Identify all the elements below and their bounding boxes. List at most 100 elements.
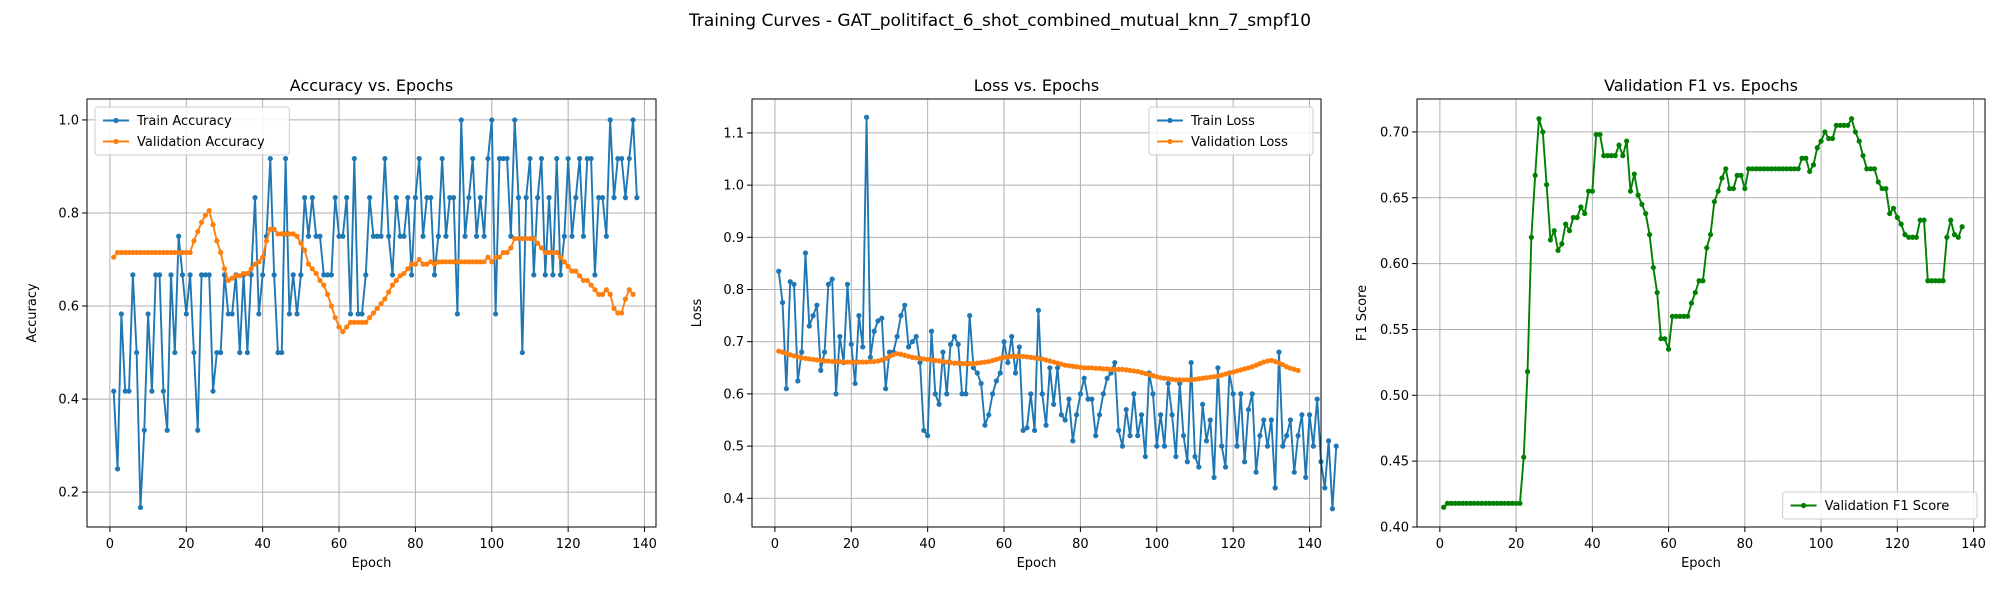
data-point xyxy=(1074,364,1080,370)
x-axis-label: Epoch xyxy=(1681,556,1721,571)
y-tick-label: 0.5 xyxy=(723,440,744,455)
data-point xyxy=(1005,354,1011,360)
data-point xyxy=(294,311,300,317)
x-tick-label: 60 xyxy=(1660,537,1677,552)
data-point xyxy=(1772,166,1778,172)
data-point xyxy=(1524,369,1531,375)
data-point xyxy=(1066,363,1072,369)
data-point xyxy=(1498,500,1504,506)
data-point xyxy=(1894,214,1900,221)
data-point xyxy=(1677,313,1683,319)
data-point xyxy=(1177,377,1183,383)
data-point xyxy=(393,277,399,284)
data-point xyxy=(1757,166,1763,172)
data-point xyxy=(1547,237,1554,243)
data-point xyxy=(1597,131,1603,138)
data-point xyxy=(1471,500,1477,506)
data-point xyxy=(569,268,575,274)
chart-title: Loss vs. Epochs xyxy=(974,76,1099,95)
data-point xyxy=(1081,365,1087,371)
data-point xyxy=(1009,333,1015,340)
data-point xyxy=(1219,443,1225,449)
data-point xyxy=(1284,433,1290,439)
data-point xyxy=(1303,474,1309,481)
data-point xyxy=(970,361,977,367)
figure-suptitle: Training Curves - GAT_politifact_6_shot_… xyxy=(688,11,1311,31)
data-point xyxy=(1314,396,1320,402)
data-point xyxy=(447,259,453,265)
data-point xyxy=(1180,433,1187,439)
data-point xyxy=(1536,116,1542,122)
data-point xyxy=(1253,469,1259,475)
data-point xyxy=(799,355,805,361)
data-point xyxy=(1207,374,1213,380)
data-point xyxy=(1012,353,1019,359)
data-point xyxy=(867,354,873,360)
data-point xyxy=(1559,241,1565,247)
data-point xyxy=(1879,185,1885,192)
data-point xyxy=(409,261,415,267)
data-point xyxy=(122,388,128,394)
data-point xyxy=(1753,166,1759,172)
data-point xyxy=(489,259,495,265)
data-point xyxy=(1158,412,1164,418)
data-point xyxy=(1883,185,1889,192)
data-point xyxy=(1207,417,1213,423)
data-point xyxy=(156,272,163,278)
data-point xyxy=(821,358,828,364)
data-point xyxy=(1540,129,1546,135)
data-point xyxy=(378,301,384,307)
y-tick-label: 1.0 xyxy=(58,113,79,128)
data-point xyxy=(1188,359,1194,366)
data-point xyxy=(1165,380,1171,387)
data-point xyxy=(1104,375,1110,381)
data-point xyxy=(634,195,640,201)
legend-box xyxy=(1148,106,1314,156)
data-point xyxy=(1119,366,1126,372)
data-point xyxy=(856,313,862,319)
data-point xyxy=(1131,391,1137,397)
legend-box xyxy=(1782,491,1978,520)
data-point xyxy=(970,365,977,371)
data-point xyxy=(336,233,342,239)
data-point xyxy=(168,249,174,256)
data-point xyxy=(1463,500,1470,506)
data-point xyxy=(290,231,296,237)
data-point xyxy=(168,272,174,278)
y-tick-label: 0.2 xyxy=(58,486,79,501)
data-point xyxy=(1803,155,1809,161)
legend-swatch-marker xyxy=(1167,138,1173,145)
data-point xyxy=(1280,362,1286,368)
data-point xyxy=(218,349,224,356)
data-point xyxy=(997,370,1003,376)
data-point xyxy=(1074,412,1080,418)
data-point xyxy=(1200,401,1206,407)
data-point xyxy=(401,270,407,277)
series-validation-loss xyxy=(776,348,1301,383)
data-point xyxy=(902,302,908,308)
data-point xyxy=(111,254,117,260)
data-point xyxy=(1138,412,1145,418)
data-point xyxy=(1502,500,1508,506)
data-point xyxy=(550,272,556,278)
data-point xyxy=(508,245,514,251)
data-point xyxy=(1845,122,1851,128)
x-tick-label: 100 xyxy=(1144,537,1169,552)
data-point xyxy=(860,344,866,350)
data-point xyxy=(622,296,629,302)
data-point xyxy=(439,155,445,162)
data-point xyxy=(1123,406,1129,413)
data-point xyxy=(512,117,518,123)
data-point xyxy=(187,249,193,256)
y-tick-label: 1.0 xyxy=(723,179,744,194)
data-point xyxy=(1951,232,1958,238)
data-point xyxy=(1906,234,1912,240)
data-point xyxy=(776,268,782,274)
data-point xyxy=(1841,122,1847,128)
data-point xyxy=(1268,417,1274,423)
data-point xyxy=(412,261,419,267)
y-tick-label: 0.8 xyxy=(723,283,744,298)
data-point xyxy=(1616,142,1622,148)
data-point xyxy=(191,349,197,356)
data-point xyxy=(580,233,587,239)
